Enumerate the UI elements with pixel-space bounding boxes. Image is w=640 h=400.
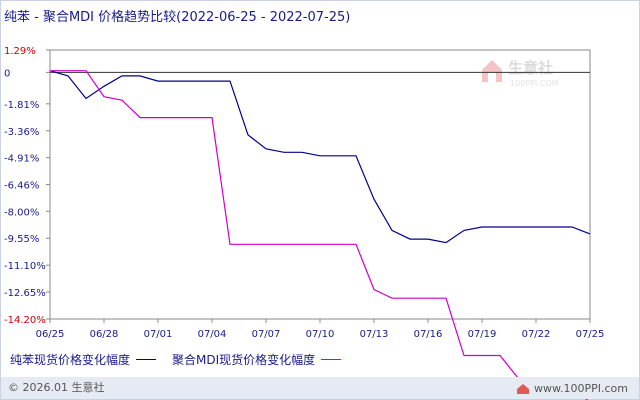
y-tick-label: -12.65% xyxy=(4,288,46,299)
y-tick-label: -6.46% xyxy=(4,181,39,192)
y-tick-label: -11.10% xyxy=(4,261,46,272)
x-tick-label: 07/22 xyxy=(522,329,551,340)
x-tick-label: 07/10 xyxy=(306,329,335,340)
y-tick-label: -4.91% xyxy=(4,154,39,165)
x-tick-label: 07/19 xyxy=(468,329,497,340)
x-axis: 06/25 06/28 07/01 07/04 07/07 07/10 07/13 07/16… xyxy=(36,319,605,340)
footer-site[interactable]: www.100PPI.com xyxy=(516,382,628,395)
x-tick-label: 07/01 xyxy=(144,329,173,340)
y-tick-label: 0 xyxy=(4,68,10,79)
legend-swatch-benzene xyxy=(136,359,157,360)
chart-title: 纯苯 - 聚合MDI 价格趋势比较(2022-06-25 - 2022-07-2… xyxy=(4,10,351,25)
legend-item-mdi: 聚合MDI现货价格变化幅度 xyxy=(172,351,342,368)
y-tick-label: -9.55% xyxy=(4,234,39,245)
x-tick-label: 07/04 xyxy=(198,329,227,340)
y-tick-label: -8.00% xyxy=(4,207,39,218)
x-tick-label: 07/25 xyxy=(576,329,605,340)
legend: 纯苯现货价格变化幅度 聚合MDI现货价格变化幅度 xyxy=(10,351,357,368)
footer-bar xyxy=(1,377,639,399)
footer-copyright: © 2026.01 生意社 xyxy=(8,381,105,394)
y-tick-label: -1.81% xyxy=(4,100,39,111)
series-line-mdi xyxy=(50,70,589,400)
x-tick-label: 07/16 xyxy=(414,329,443,340)
y-tick-label: 1.29% xyxy=(4,46,36,57)
svg-text:100PPI.COM: 100PPI.COM xyxy=(510,79,559,88)
series-lines xyxy=(49,70,591,400)
y-tick-label: -14.20% xyxy=(4,315,46,326)
x-tick-label: 06/28 xyxy=(90,329,119,340)
x-tick-label: 06/25 xyxy=(36,329,65,340)
y-axis: 1.29% 0 -1.81% -3.36% -4.91% -6.46% -8.00% -9.5… xyxy=(4,46,591,326)
legend-label-mdi: 聚合MDI现货价格变化幅度 xyxy=(172,353,316,367)
legend-swatch-mdi xyxy=(321,359,342,360)
site-logo-icon xyxy=(517,383,530,394)
legend-item-benzene: 纯苯现货价格变化幅度 xyxy=(10,351,157,368)
y-tick-label: -3.36% xyxy=(4,127,39,138)
x-tick-label: 07/07 xyxy=(252,329,281,340)
footer-site-link[interactable]: www.100PPI.com xyxy=(534,382,628,395)
plot-border xyxy=(49,49,591,320)
watermark-logo: 生意社 100PPI.COM xyxy=(482,59,559,88)
legend-label-benzene: 纯苯现货价格变化幅度 xyxy=(10,353,131,367)
x-tick-label: 07/13 xyxy=(360,329,389,340)
series-line-benzene xyxy=(49,70,591,244)
svg-text:生意社: 生意社 xyxy=(508,59,553,77)
